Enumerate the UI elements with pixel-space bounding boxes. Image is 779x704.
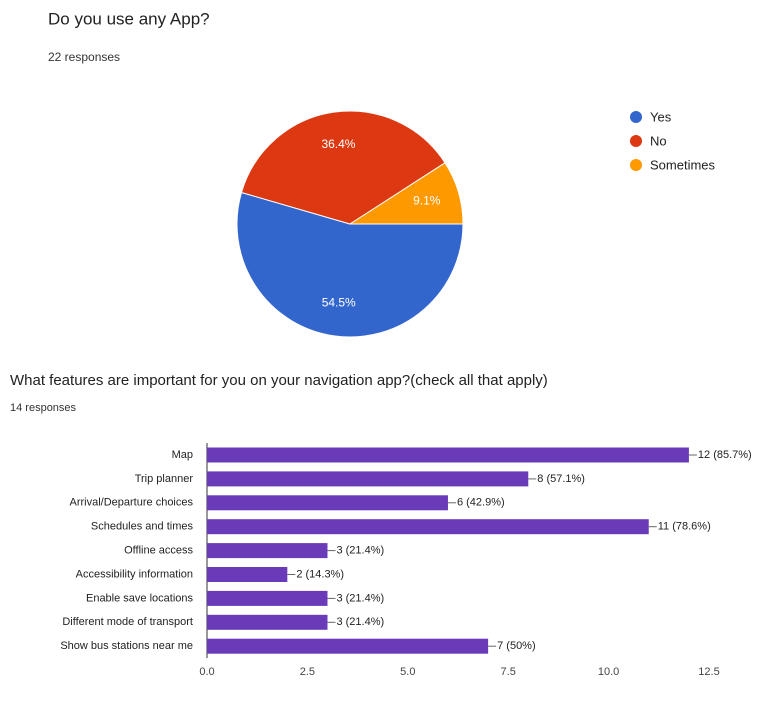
value-label: 3 (21.4%) — [336, 616, 384, 628]
bar — [207, 590, 328, 606]
y-tick-label: Map — [172, 449, 193, 461]
y-tick-label: Different mode of transport — [62, 616, 193, 628]
bar — [207, 614, 328, 630]
x-tick-label: 5.0 — [400, 666, 415, 678]
y-tick-label: Trip planner — [135, 473, 194, 485]
bar — [207, 543, 328, 559]
y-tick-label: Show bus stations near me — [60, 640, 193, 652]
bar — [207, 638, 489, 654]
pie-label: 54.5% — [322, 295, 356, 309]
x-tick-label: 0.0 — [199, 666, 214, 678]
legend-swatch — [630, 111, 642, 123]
value-label: 3 (21.4%) — [336, 545, 384, 557]
bar — [207, 471, 529, 487]
bar — [207, 447, 689, 463]
value-label: 8 (57.1%) — [537, 473, 585, 485]
bar — [207, 567, 288, 582]
y-tick-label: Enable save locations — [86, 592, 194, 604]
pie-slice — [236, 191, 464, 338]
legend-label: Sometimes — [650, 157, 716, 172]
legend-swatch — [630, 159, 642, 171]
y-tick-label: Schedules and times — [91, 521, 194, 533]
x-tick-label: 2.5 — [300, 666, 315, 678]
pie-title: Do you use any App? — [48, 9, 210, 28]
value-label: 11 (78.6%) — [658, 521, 711, 533]
bar-subtitle: 14 responses — [10, 402, 77, 414]
legend-label: No — [650, 133, 667, 148]
x-tick-label: 10.0 — [598, 666, 619, 678]
value-label: 6 (42.9%) — [457, 497, 505, 509]
value-label: 12 (85.7%) — [698, 449, 752, 461]
bar — [207, 495, 448, 511]
pie-slice — [240, 110, 446, 225]
y-tick-label: Arrival/Departure choices — [70, 497, 194, 509]
value-label: 2 (14.3%) — [296, 568, 344, 580]
x-tick-label: 12.5 — [698, 666, 719, 678]
legend-label: Yes — [650, 109, 672, 124]
pie-slice — [348, 162, 464, 225]
pie-subtitle: 22 responses — [48, 50, 120, 64]
y-tick-label: Offline access — [124, 545, 193, 557]
bar — [207, 519, 649, 535]
legend-swatch — [630, 135, 642, 147]
pie-label: 9.1% — [413, 194, 441, 208]
y-tick-label: Accessibility information — [76, 568, 193, 580]
value-label: 7 (50%) — [497, 640, 536, 652]
value-label: 3 (21.4%) — [336, 592, 384, 604]
bar-title: What features are important for you on y… — [10, 372, 548, 389]
x-tick-label: 7.5 — [501, 666, 516, 678]
pie-label: 36.4% — [321, 137, 355, 151]
